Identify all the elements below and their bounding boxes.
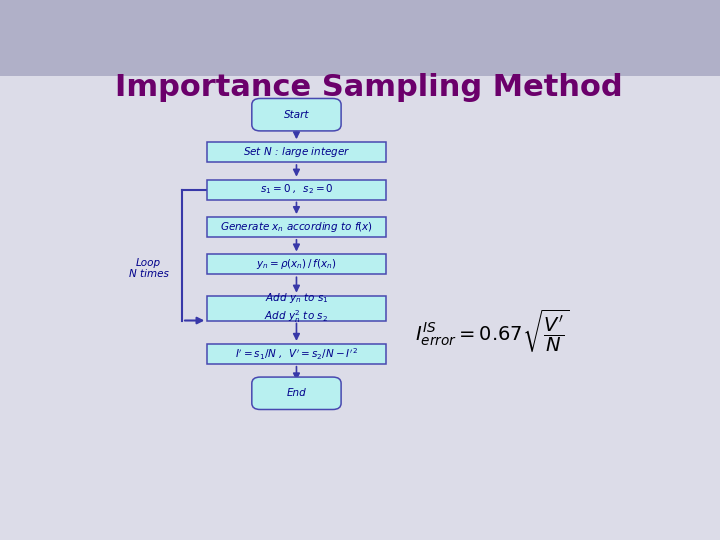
Text: $y_n = \rho(x_n)\,/\,f(x_n)$: $y_n = \rho(x_n)\,/\,f(x_n)$ (256, 258, 337, 272)
Text: $I^{IS}_{error} = 0.67\sqrt{\dfrac{V'}{N}}$: $I^{IS}_{error} = 0.67\sqrt{\dfrac{V'}{N… (415, 307, 569, 354)
Text: Set $N$ : large integer: Set $N$ : large integer (243, 145, 350, 159)
Text: Loop
N times: Loop N times (129, 258, 168, 279)
Text: $I' = s_1/N$ ,  $V' = s_2/N - I'^2$: $I' = s_1/N$ , $V' = s_2/N - I'^2$ (235, 346, 358, 362)
Text: End: End (287, 388, 306, 399)
FancyBboxPatch shape (207, 180, 386, 199)
FancyBboxPatch shape (207, 142, 386, 162)
Text: Generate $x_n$ according to $f(x)$: Generate $x_n$ according to $f(x)$ (220, 220, 373, 234)
FancyBboxPatch shape (207, 254, 386, 274)
FancyBboxPatch shape (207, 295, 386, 321)
FancyBboxPatch shape (207, 217, 386, 237)
Text: $s_1 = 0$ ,  $s_2 = 0$: $s_1 = 0$ , $s_2 = 0$ (260, 183, 333, 197)
Text: Importance Sampling Method: Importance Sampling Method (115, 73, 623, 102)
Text: Add $y_n$ to $s_1$
Add $y_n^2$ to $s_2$: Add $y_n$ to $s_1$ Add $y_n^2$ to $s_2$ (264, 292, 328, 325)
FancyBboxPatch shape (252, 377, 341, 409)
Text: Start: Start (284, 110, 309, 120)
FancyBboxPatch shape (252, 98, 341, 131)
FancyBboxPatch shape (207, 344, 386, 364)
